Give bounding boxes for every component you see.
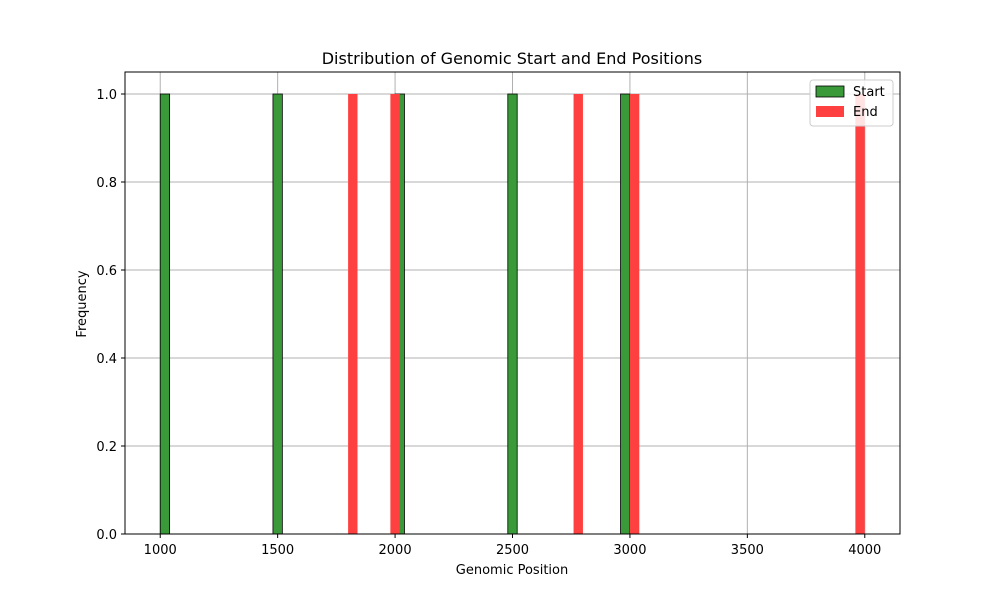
x-tick-label: 3000 <box>613 543 646 558</box>
legend: Start End <box>809 79 894 127</box>
x-tick-label: 1500 <box>261 543 294 558</box>
x-tick-label: 1000 <box>144 543 177 558</box>
x-tick-label: 2000 <box>379 543 412 558</box>
x-axis-label: Genomic Position <box>456 563 568 578</box>
histogram-bar-start <box>272 93 283 535</box>
histogram-bar-start <box>159 93 171 535</box>
chart-title: Distribution of Genomic Start and End Po… <box>322 49 703 68</box>
x-tick-label: 2500 <box>496 543 529 558</box>
histogram-bar-start <box>620 93 631 535</box>
histogram-bar-end <box>629 94 640 534</box>
x-tick-label: 4000 <box>848 543 881 558</box>
y-tick-label: 1.0 <box>96 88 117 103</box>
y-tick-label: 0.8 <box>96 176 117 191</box>
legend-label-start: Start <box>853 85 885 100</box>
histogram-bar-start <box>507 93 518 535</box>
y-tick-label: 0.0 <box>96 528 117 543</box>
legend-swatch-start <box>815 85 845 98</box>
y-tick-label: 0.2 <box>96 440 117 455</box>
histogram-bar-end <box>390 94 400 534</box>
legend-swatch-end <box>816 106 844 117</box>
bars <box>159 93 865 535</box>
histogram-bar-end <box>348 94 358 534</box>
y-axis-label: Frequency <box>75 270 90 337</box>
y-tick-label: 0.6 <box>96 264 117 279</box>
legend-label-end: End <box>853 105 878 120</box>
x-tick-label: 3500 <box>731 543 764 558</box>
histogram-bar-end <box>855 94 865 534</box>
axis-ticks: 1000 1500 2000 2500 3000 3500 4000 0.0 0.2 0.4 0.6… <box>96 88 881 558</box>
histogram-bar-end <box>573 94 583 534</box>
y-tick-label: 0.4 <box>96 352 117 367</box>
